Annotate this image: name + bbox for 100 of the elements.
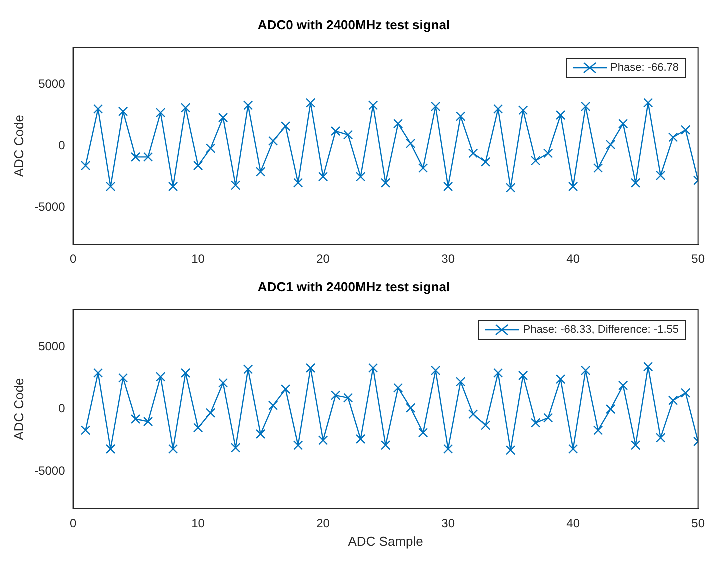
- point: [456, 377, 466, 387]
- point: [143, 152, 154, 162]
- point: [406, 138, 416, 148]
- y-axis-title: ADC Code: [11, 378, 26, 440]
- point: [656, 433, 666, 443]
- point: [543, 413, 554, 423]
- point: [268, 136, 278, 146]
- point: [606, 140, 616, 150]
- point: [593, 426, 604, 436]
- chart-title: ADC1 with 2400MHz test signal: [258, 279, 450, 294]
- point: [230, 180, 241, 190]
- x-tick-label: 40: [566, 516, 580, 531]
- point: [468, 148, 478, 158]
- legend-label: Phase: -68.33, Difference: -1.55: [523, 324, 679, 336]
- point: [493, 368, 504, 378]
- point: [106, 182, 116, 192]
- point: [306, 98, 316, 108]
- point: [80, 426, 91, 436]
- point: [680, 125, 691, 135]
- y-tick-label: -5000: [34, 200, 66, 214]
- point: [380, 178, 391, 188]
- point: [443, 182, 454, 192]
- point: [318, 172, 328, 182]
- point: [168, 182, 178, 192]
- y-tick-label: -5000: [34, 464, 66, 478]
- point: [330, 390, 341, 400]
- x-axis-title: ADC Sample: [348, 534, 424, 549]
- point: [680, 388, 691, 398]
- point: [218, 378, 228, 388]
- point: [118, 106, 128, 116]
- point: [180, 368, 191, 378]
- y-tick-label: 5000: [38, 76, 66, 91]
- y-tick-label: 0: [58, 138, 66, 152]
- point: [143, 416, 154, 427]
- point: [330, 126, 341, 136]
- point: [643, 98, 654, 108]
- point: [218, 112, 228, 123]
- point: [106, 444, 116, 454]
- point: [243, 364, 254, 374]
- point: [518, 106, 528, 116]
- point: [556, 374, 566, 384]
- x-tick-label: 20: [316, 516, 330, 531]
- point: [643, 362, 654, 372]
- point: [356, 172, 366, 182]
- x-tick-label: 0: [70, 516, 77, 531]
- point: [130, 414, 141, 424]
- point: [380, 440, 391, 450]
- point: [368, 100, 378, 110]
- point: [530, 156, 541, 166]
- point: [393, 383, 404, 393]
- point: [543, 148, 554, 158]
- point: [506, 446, 516, 456]
- point: [556, 110, 566, 120]
- point: [193, 423, 204, 433]
- point: [318, 436, 328, 446]
- y-axis-title: ADC Code: [11, 115, 26, 178]
- point: [168, 444, 178, 454]
- x-tick-label: 10: [192, 252, 206, 266]
- point: [656, 170, 666, 180]
- point: [406, 403, 416, 413]
- point: [256, 429, 266, 440]
- y-tick-label: 5000: [38, 339, 66, 354]
- point: [156, 108, 166, 118]
- point: [480, 157, 491, 167]
- point: [230, 443, 241, 453]
- point: [280, 384, 291, 394]
- point: [356, 434, 366, 444]
- point: [580, 102, 591, 112]
- x-tick-label: 40: [566, 252, 580, 266]
- chart-title: ADC0 with 2400MHz test signal: [258, 17, 450, 32]
- point: [493, 104, 504, 114]
- point: [343, 393, 354, 403]
- point: [293, 440, 304, 450]
- point: [480, 420, 491, 430]
- point: [130, 152, 141, 162]
- legend-label: Phase: -66.78: [610, 62, 679, 74]
- x-tick-label: 10: [192, 516, 206, 531]
- point: [568, 182, 578, 192]
- point: [580, 366, 591, 376]
- point: [630, 178, 641, 188]
- point: [206, 144, 216, 154]
- point: [180, 103, 191, 113]
- point: [93, 368, 104, 378]
- point: [156, 372, 166, 382]
- point: [443, 444, 454, 454]
- x-tick-label: 30: [442, 516, 456, 531]
- point: [293, 178, 304, 188]
- point: [418, 428, 428, 438]
- point: [668, 132, 678, 142]
- point: [280, 122, 291, 132]
- point: [430, 102, 441, 112]
- x-tick-label: 0: [70, 252, 77, 266]
- x-tick-label: 50: [692, 516, 706, 531]
- point: [430, 366, 441, 376]
- point: [606, 404, 616, 414]
- point: [630, 440, 641, 450]
- x-tick-label: 30: [442, 252, 456, 266]
- point: [506, 183, 516, 193]
- point: [518, 370, 528, 380]
- point: [343, 130, 354, 140]
